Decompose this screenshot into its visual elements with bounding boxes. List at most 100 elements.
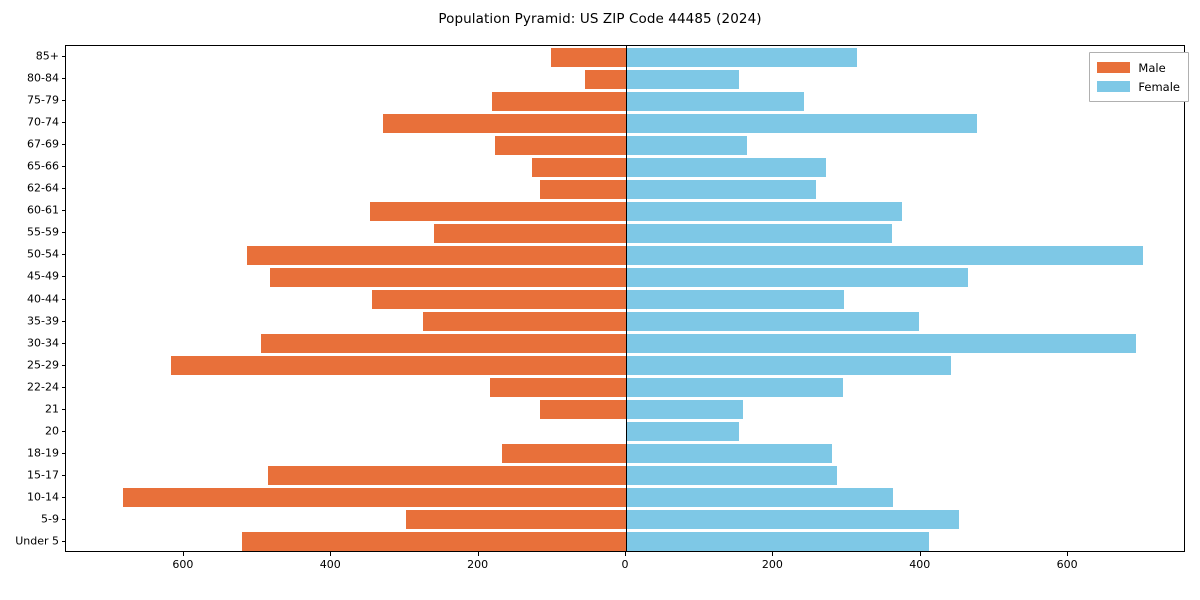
y-axis-tick-mark [61, 496, 65, 498]
bar-male-65-66 [531, 157, 626, 177]
plot-area [65, 45, 1185, 552]
legend-item-male[interactable]: Male [1097, 58, 1180, 77]
y-axis-tick-mark [61, 386, 65, 388]
legend-label: Female [1138, 79, 1180, 94]
y-axis-tick-mark [61, 166, 65, 168]
y-axis-tick-mark [61, 122, 65, 124]
y-axis-tick-label: 67-69 [27, 137, 59, 151]
bar-female-65-66 [626, 157, 827, 177]
y-axis-tick-label: 65-66 [27, 159, 59, 173]
y-axis-labels: 85+ 80-84 75-79 70-74 67-69 65-66 62-64 60-61 55… [0, 45, 59, 552]
y-axis-tick-mark [61, 320, 65, 322]
bar-male-40-44 [371, 290, 626, 309]
bar-female-25-29 [626, 356, 951, 376]
bar-male-21 [539, 400, 626, 420]
zero-axis-line [626, 46, 628, 551]
y-axis-tick-mark [61, 540, 65, 542]
legend-swatch-icon [1097, 81, 1131, 92]
y-axis-tick-mark [61, 100, 65, 102]
x-axis-ticks: 600 400 200 0 200 400 600 [0, 552, 1200, 592]
bar-male-67-69 [494, 135, 626, 155]
y-axis-tick-label: 85+ [35, 49, 59, 63]
y-axis-tick-label: 45-49 [27, 269, 59, 283]
x-axis-tick-mark [919, 552, 921, 556]
x-axis-tick-mark [477, 552, 479, 556]
y-axis-tick-mark [61, 342, 65, 344]
y-axis-tick-label: 62-64 [27, 181, 59, 195]
x-axis-tick-label: 400 [319, 558, 341, 571]
y-axis-tick-mark [61, 430, 65, 432]
bar-female-45-49 [626, 267, 968, 287]
legend-label: Male [1138, 60, 1166, 75]
y-axis-tick-label: 60-61 [27, 203, 59, 217]
chart-title: Population Pyramid: US ZIP Code 44485 (2… [438, 11, 762, 27]
bar-male-75-79 [491, 91, 626, 111]
bars-layer [66, 46, 1184, 551]
x-axis-tick-mark [182, 552, 184, 556]
chart-legend: Male Female [1089, 52, 1189, 102]
bar-female-35-39 [626, 312, 920, 332]
x-axis-tick-label: 200 [761, 558, 783, 571]
bar-male-22-24 [489, 378, 626, 398]
y-axis-tick-mark [61, 144, 65, 146]
y-axis-tick-mark [61, 518, 65, 520]
y-axis-tick-label: 15-17 [27, 468, 59, 482]
bar-female-15-17 [626, 466, 837, 486]
y-axis-tick-label: 70-74 [27, 115, 59, 129]
x-axis-tick-mark [1067, 552, 1069, 556]
legend-swatch-icon [1097, 62, 1131, 73]
bar-male-5-9 [405, 510, 626, 530]
bar-female-50-54 [626, 245, 1143, 265]
y-axis-tick-label: 25-29 [27, 358, 59, 372]
y-axis-tick-label: 18-19 [27, 446, 59, 460]
bar-female-85+ [626, 47, 857, 67]
bar-male-25-29 [171, 356, 626, 376]
bar-male-15-17 [267, 466, 626, 486]
y-axis-tick-label: 5-9 [41, 512, 59, 526]
bar-male-80-84 [585, 69, 626, 89]
y-axis-tick-label: 80-84 [27, 71, 59, 85]
y-axis-tick-label: 40-44 [27, 292, 59, 305]
y-axis-tick-mark [61, 364, 65, 366]
bar-male-10-14 [122, 488, 626, 508]
legend-item-female[interactable]: Female [1097, 77, 1180, 96]
bar-male-55-59 [433, 223, 626, 243]
bar-female-under-5 [626, 532, 929, 551]
x-axis-tick-label: 200 [467, 558, 489, 571]
y-axis-tick-label: 55-59 [27, 225, 59, 239]
y-axis-tick-mark [61, 78, 65, 80]
bar-female-55-59 [626, 223, 892, 243]
y-axis-tick-label: Under 5 [15, 534, 59, 548]
y-axis-tick-mark [61, 232, 65, 234]
bar-female-10-14 [626, 488, 893, 508]
y-axis-tick-label: 10-14 [27, 490, 59, 504]
x-axis-tick-mark [330, 552, 332, 556]
bar-male-50-54 [247, 245, 626, 265]
bar-male-35-39 [422, 312, 626, 332]
bar-female-30-34 [626, 334, 1136, 354]
y-axis-tick-mark [61, 210, 65, 212]
bar-male-30-34 [261, 334, 626, 354]
bar-male-under-5 [242, 532, 626, 551]
y-axis-tick-label: 50-54 [27, 247, 59, 261]
bar-female-75-79 [626, 91, 804, 111]
bar-female-60-61 [626, 201, 902, 221]
bar-male-60-61 [369, 201, 626, 221]
bar-male-85+ [550, 47, 626, 67]
y-axis-tick-mark [61, 188, 65, 190]
y-axis-tick-label: 30-34 [27, 336, 59, 350]
y-axis-tick-label: 21 [45, 402, 59, 416]
y-axis-tick-mark [61, 276, 65, 278]
bar-male-70-74 [382, 113, 626, 133]
bar-female-20 [626, 422, 739, 442]
bar-male-62-64 [539, 179, 626, 199]
bar-female-40-44 [626, 290, 845, 309]
bar-male-18-19 [502, 444, 626, 464]
x-axis-tick-label: 600 [1056, 558, 1078, 571]
bar-male-45-49 [270, 267, 626, 287]
x-axis-tick-label: 0 [621, 558, 629, 571]
bar-female-18-19 [626, 444, 833, 464]
y-axis-tick-mark [61, 474, 65, 476]
y-axis-tick-label: 75-79 [27, 93, 59, 107]
